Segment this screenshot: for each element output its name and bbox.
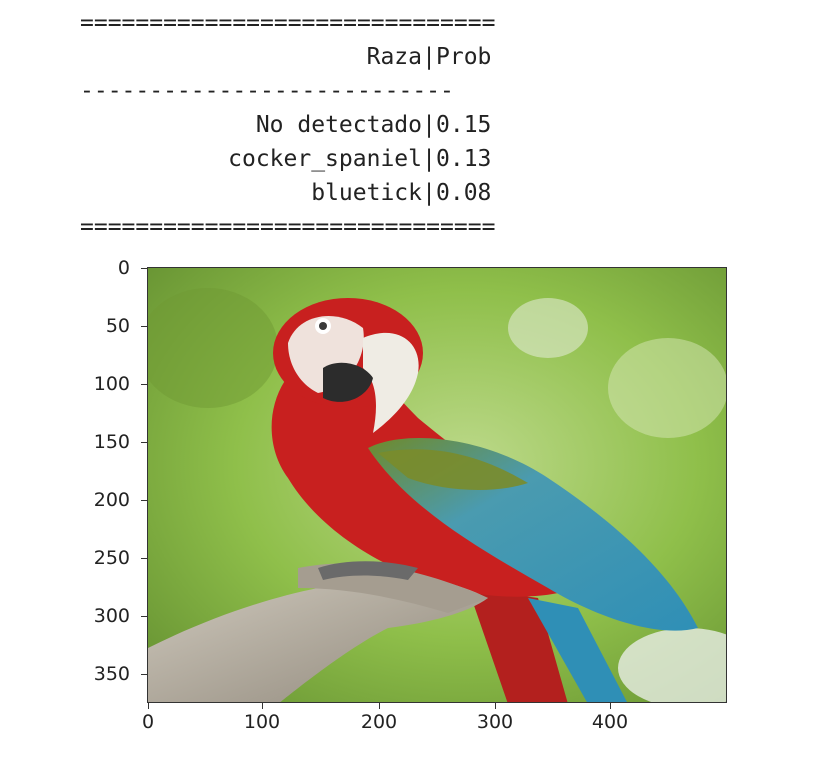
y-tick-label: 0 [117,257,130,279]
mid-rule: --------------------------- [80,78,454,104]
row-breed: No detectado [255,112,422,138]
y-tick [141,384,147,385]
y-tick [141,674,147,675]
x-tick-label: 300 [476,711,514,733]
column-separator: | [422,44,436,70]
y-tick-label: 300 [93,605,130,627]
y-tick-label: 350 [93,663,130,685]
x-tick-label: 400 [591,711,629,733]
y-tick-label: 250 [93,547,130,569]
y-tick-label: 150 [93,431,130,453]
y-tick [141,616,147,617]
parrot-photo [148,268,726,702]
x-tick-label: 200 [360,711,398,733]
table-header: Raza | Prob [80,40,580,74]
column-separator: | [422,180,436,206]
header-prob: Prob [436,44,492,70]
column-separator: | [422,146,436,172]
y-tick [141,326,147,327]
column-separator: | [422,112,436,138]
x-tick [262,703,263,709]
branch [148,576,488,702]
header-breed: Raza [366,44,422,70]
foot [318,561,418,580]
console-output: ============================== Raza | Pr… [80,6,580,244]
x-tick [379,703,380,709]
beak [363,332,419,433]
y-tick [141,442,147,443]
y-tick [141,500,147,501]
x-tick-label: 100 [243,711,281,733]
y-tick [141,268,147,269]
row-prob: 0.13 [436,146,492,172]
y-tick-label: 200 [93,489,130,511]
x-tick [148,703,149,709]
table-row: cocker_spaniel | 0.13 [80,142,580,176]
y-tick-label: 50 [105,315,130,337]
bottom-rule: ============================== [80,214,496,240]
table-row: No detectado | 0.15 [80,108,580,142]
row-prob: 0.08 [436,180,492,206]
image-axes [147,267,727,703]
row-prob: 0.15 [436,112,492,138]
x-tick [610,703,611,709]
row-breed: cocker_spaniel [228,146,422,172]
x-tick-label: 0 [141,711,155,733]
x-tick [495,703,496,709]
y-tick [141,558,147,559]
top-rule: ============================== [80,10,496,36]
table-row: bluetick | 0.08 [80,176,580,210]
row-breed: bluetick [311,180,422,206]
y-tick-label: 100 [93,373,130,395]
